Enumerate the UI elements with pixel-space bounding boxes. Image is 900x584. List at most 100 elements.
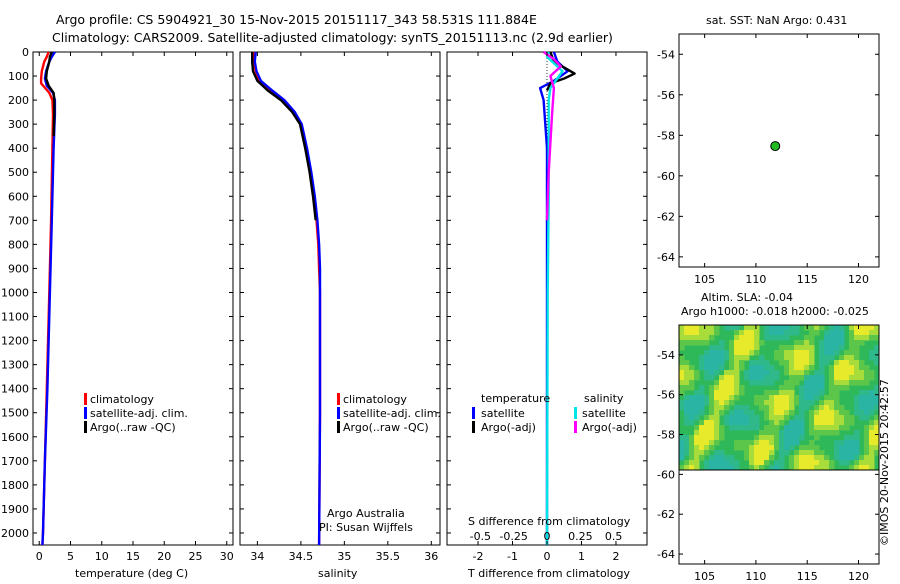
sla-cell [824, 465, 830, 470]
sla-cell [759, 405, 765, 411]
sla-cell [709, 410, 715, 416]
sla-cell [689, 410, 695, 416]
sla-cell [829, 335, 835, 341]
sla-cell [814, 395, 820, 401]
sla-cell [724, 390, 730, 396]
sla-cell [839, 410, 845, 416]
sla-cell [849, 365, 855, 371]
sla-cell [789, 445, 795, 451]
sla-cell [854, 325, 860, 331]
sla-cell [709, 425, 715, 431]
sla-cell [874, 395, 879, 401]
x-tick-label: 5 [67, 550, 74, 563]
sla-cell [844, 450, 850, 456]
sla-cell [724, 460, 730, 466]
sla-cell [859, 335, 865, 341]
sla-cell [699, 405, 705, 411]
sla-cell [789, 465, 795, 470]
sla-cell [809, 385, 815, 391]
sla-cell [694, 430, 700, 436]
sla-cell [759, 400, 765, 406]
sla-cell [714, 350, 720, 356]
sla-cell [864, 390, 870, 396]
sla-cell [814, 455, 820, 461]
sla-cell [769, 325, 775, 331]
temperature-xlabel: temperature (deg C) [75, 567, 188, 580]
x-tick-label: 0 [36, 550, 43, 563]
sla-cell [804, 445, 810, 451]
sla-cell [839, 405, 845, 411]
sla-cell [679, 465, 685, 470]
sla-cell [809, 425, 815, 431]
sla-cell [859, 340, 865, 346]
sla-cell [744, 330, 750, 336]
sla-cell [774, 400, 780, 406]
sla-cell [829, 345, 835, 351]
sla-cell [769, 445, 775, 451]
sla-cell [709, 385, 715, 391]
sla-title2: Argo h1000: -0.018 h2000: -0.025 [681, 305, 869, 318]
sla-cell [799, 450, 805, 456]
sla-cell [764, 460, 770, 466]
sla-cell [809, 420, 815, 426]
depth-tick-label: 500 [8, 166, 29, 179]
sla-cell [864, 430, 870, 436]
sla-cell [769, 410, 775, 416]
sla-cell [859, 400, 865, 406]
sla-cell [794, 375, 800, 381]
sla-cell [784, 325, 790, 331]
sla-cell [849, 415, 855, 421]
sla-cell [699, 340, 705, 346]
temperature-x-ticks: 0 5 10 15 20 25 30 [36, 52, 234, 563]
sla-cell [754, 450, 760, 456]
sla-cell [739, 345, 745, 351]
sla-cell [689, 365, 695, 371]
series-line-t-satellite [538, 51, 569, 545]
sla-cell [864, 330, 870, 336]
sla-cell [749, 360, 755, 366]
sla-cell [749, 460, 755, 466]
sla-cell [694, 390, 700, 396]
series-line-climatology [252, 52, 322, 546]
sla-cell [684, 420, 690, 426]
sla-cell [714, 440, 720, 446]
sla-cell [804, 345, 810, 351]
sla-cell [744, 355, 750, 361]
sla-cell [829, 325, 835, 331]
series-line-satellite-adj-clim- [253, 51, 322, 546]
sla-cell [834, 360, 840, 366]
sla-cell [714, 390, 720, 396]
sla-cell [744, 375, 750, 381]
sla-cell [764, 375, 770, 381]
sla-cell [814, 370, 820, 376]
sla-cell [824, 355, 830, 361]
x-tick-label: 105 [694, 570, 715, 580]
sla-cell [709, 400, 715, 406]
s-tick-label: 0 [544, 530, 551, 543]
sla-cell [749, 380, 755, 386]
sla-cell [849, 465, 855, 470]
x-tick-label: 2 [612, 550, 619, 563]
sla-cell [729, 460, 735, 466]
sla-cell [834, 400, 840, 406]
sla-cell [854, 450, 860, 456]
sla-cell [779, 395, 785, 401]
sla-cell [719, 340, 725, 346]
sla-cell [814, 390, 820, 396]
sla-cell [794, 370, 800, 376]
sla-cell [754, 445, 760, 451]
sla-cell [844, 425, 850, 431]
sla-cell [809, 445, 815, 451]
sla-cell [774, 390, 780, 396]
sla-cell [869, 370, 875, 376]
sla-cell [789, 405, 795, 411]
sla-cell [754, 440, 760, 446]
sla-cell [819, 390, 825, 396]
sla-cell [754, 365, 760, 371]
sla-cell [869, 450, 875, 456]
sla-cell [854, 370, 860, 376]
sla-cell [749, 425, 755, 431]
sla-cell [789, 360, 795, 366]
difference-xlabel: T difference from climatology [467, 567, 630, 580]
sla-cell [809, 360, 815, 366]
